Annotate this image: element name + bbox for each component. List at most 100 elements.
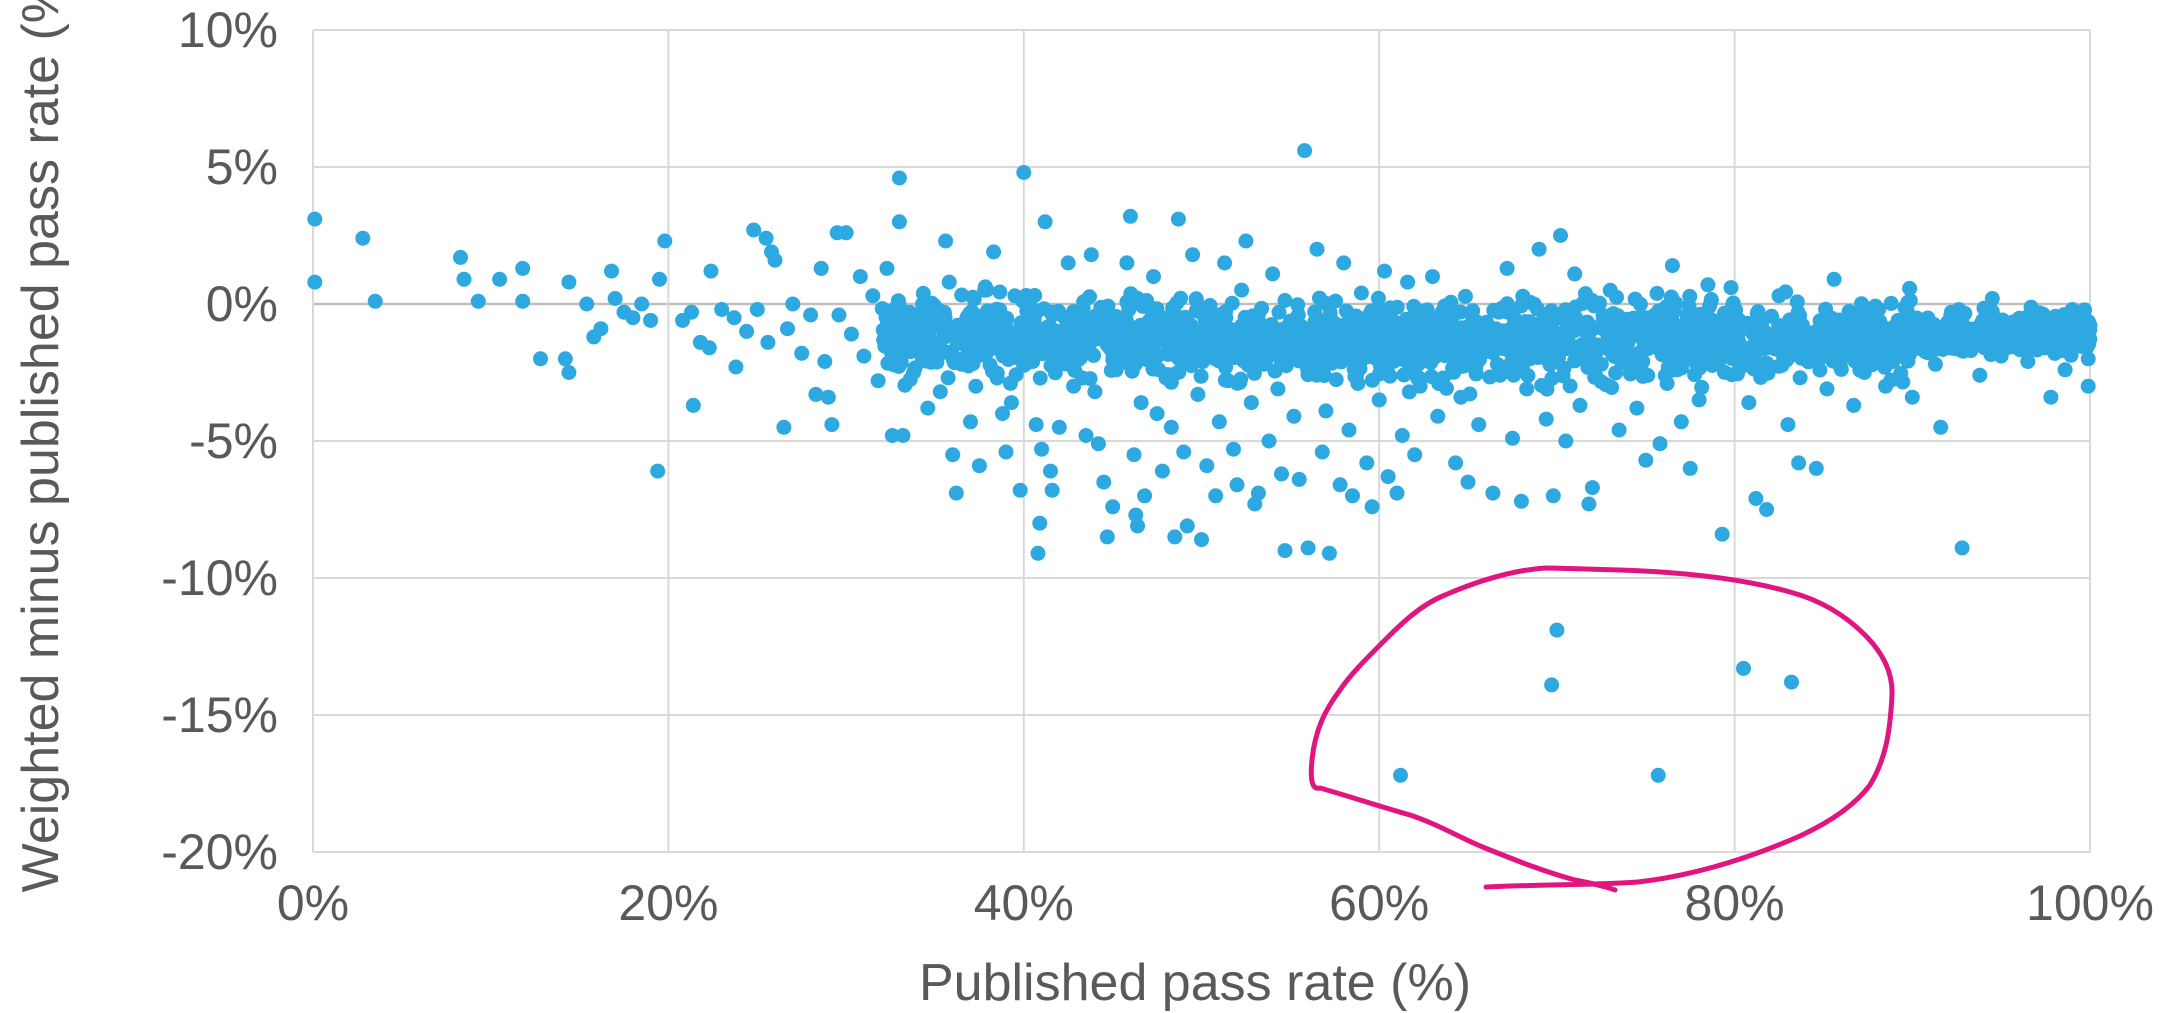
data-point [1246,365,1262,381]
data-point [2057,362,2073,378]
data-point [1465,303,1481,319]
data-point [1197,312,1213,328]
gridlines [312,29,2091,853]
data-point [1539,381,1555,397]
data-point [1687,319,1703,335]
data-point [942,344,958,360]
data-point [1297,143,1313,159]
y-tick-label: 10% [178,2,278,58]
data-point [1682,306,1698,322]
data-point [1284,316,1300,332]
data-point [1706,332,1722,348]
data-point [1286,408,1302,424]
data-point [1183,358,1199,374]
data-point [1731,325,1746,341]
data-point [1003,395,1019,411]
data-point [1907,339,1923,355]
y-axis-title: Weighted minus published pass rate (%) [12,0,70,892]
data-point [1468,366,1484,382]
data-point [1520,368,1536,384]
data-point [1890,312,1906,328]
y-tick-label: -20% [161,824,278,880]
data-point [1780,417,1796,433]
data-point [1545,488,1561,504]
data-point [1000,345,1016,361]
data-point [1130,518,1145,534]
data-point [1986,333,2002,349]
data-point [1282,340,1298,356]
data-point [891,296,907,312]
data-point [1524,329,1540,345]
data-point [1736,660,1751,676]
data-point [831,307,847,323]
data-point [1620,334,1636,350]
data-point [888,351,904,367]
data-point [1759,355,1775,371]
data-point [948,485,964,501]
data-point [999,310,1015,326]
data-point [1933,419,1949,435]
data-point [891,170,907,186]
data-point [1714,526,1730,542]
data-point [1442,296,1458,312]
data-point [767,252,783,268]
data-point [1415,303,1431,319]
data-point [1666,302,1682,318]
data-point [1687,367,1703,383]
data-point [2043,389,2059,405]
data-point [1074,370,1090,386]
data-point [1400,274,1416,290]
y-tick-labels: 10% 5% 0% -5% -10% -15% -20% [161,2,278,880]
data-point [2080,351,2096,367]
data-point [1050,334,1066,350]
data-point [1445,342,1461,358]
data-point [1122,208,1138,224]
data-point [758,230,774,246]
data-point [1505,430,1520,446]
data-point [813,260,829,276]
data-point [1652,436,1668,452]
data-point [838,225,854,241]
data-point [1314,444,1330,460]
data-point [1304,365,1320,380]
data-point [1693,342,1709,357]
data-point [1336,255,1352,271]
data-point [1102,340,1118,356]
data-point [1361,333,1377,349]
data-point [1270,381,1286,397]
data-point [1137,488,1153,504]
data-point [1448,455,1464,471]
data-point [1389,299,1405,315]
data-point [1057,310,1073,326]
data-point [1958,322,1974,338]
data-point [1140,351,1156,367]
data-point [1650,767,1666,783]
data-point [1250,485,1266,501]
data-point [1627,291,1643,307]
data-point [355,230,371,246]
data-point [995,406,1010,422]
data-point [367,293,383,309]
data-point [884,428,900,443]
data-point [1096,474,1112,490]
data-point [1544,677,1560,693]
data-point [1567,266,1583,282]
data-point [1099,529,1115,545]
data-point [2025,336,2041,352]
data-point [1373,358,1389,374]
data-point [1044,322,1060,338]
data-point [1154,463,1170,479]
data-point [1404,335,1420,351]
data-point [1915,326,1931,342]
data-point [1312,290,1327,306]
data-point [1428,339,1444,355]
data-point [1826,271,1842,287]
data-point [746,222,762,238]
data-point [915,296,930,312]
data-point [1732,359,1748,375]
data-point [1229,477,1245,493]
data-point [1492,367,1508,383]
data-point [1043,463,1058,479]
data-point [652,271,667,287]
data-point [920,400,936,416]
